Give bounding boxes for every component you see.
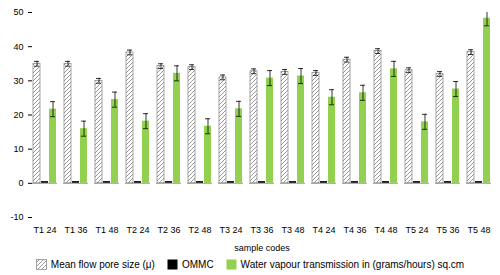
html-text:OMMC: OMMC bbox=[181, 258, 214, 270]
svg-text:40: 40 bbox=[13, 42, 23, 52]
html-text:Mean flow pore size (μ): Mean flow pore size (μ) bbox=[50, 258, 155, 270]
svg-text:20: 20 bbox=[13, 110, 23, 120]
svg-text:T4 48: T4 48 bbox=[374, 225, 397, 235]
svg-text:T5 24: T5 24 bbox=[405, 225, 428, 235]
html-text:Water vapour transmission in (: Water vapour transmission in (grams/hour… bbox=[240, 258, 465, 270]
svg-text:T3 24: T3 24 bbox=[219, 225, 242, 235]
svg-text:0: 0 bbox=[18, 178, 23, 188]
svg-text:T5 36: T5 36 bbox=[436, 225, 459, 235]
svg-text:-10: -10 bbox=[10, 212, 23, 222]
svg-text:T1 24: T1 24 bbox=[33, 225, 56, 235]
svg-text:50: 50 bbox=[13, 7, 23, 17]
svg-text:T3 48: T3 48 bbox=[281, 225, 304, 235]
svg-text:T4 36: T4 36 bbox=[343, 225, 366, 235]
svg-text:T4 24: T4 24 bbox=[312, 225, 335, 235]
svg-text:T2 36: T2 36 bbox=[157, 225, 180, 235]
svg-text:T5 48: T5 48 bbox=[467, 225, 490, 235]
svg-text:T3 36: T3 36 bbox=[250, 225, 273, 235]
svg-text:T2 24: T2 24 bbox=[126, 225, 149, 235]
svg-text:T1 36: T1 36 bbox=[64, 225, 87, 235]
svg-text:10: 10 bbox=[13, 144, 23, 154]
svg-text:T2 48: T2 48 bbox=[188, 225, 211, 235]
svg-text:T1 48: T1 48 bbox=[95, 225, 118, 235]
svg-text:sample codes: sample codes bbox=[234, 243, 290, 253]
svg-text:30: 30 bbox=[13, 76, 23, 86]
